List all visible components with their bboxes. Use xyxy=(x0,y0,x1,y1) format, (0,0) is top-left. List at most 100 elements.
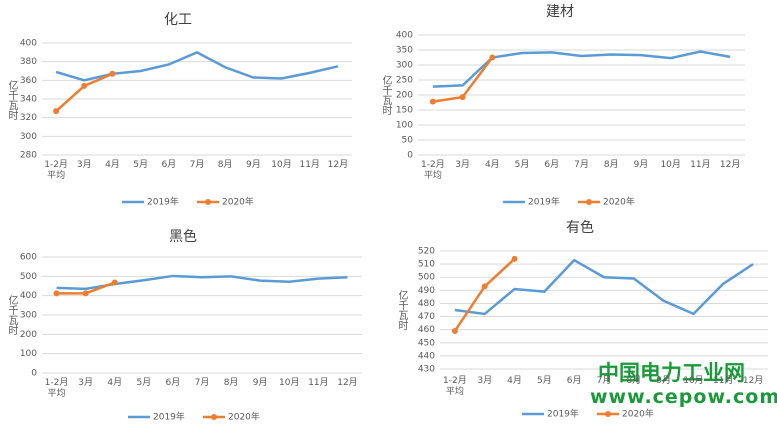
y-tick-label: 250 xyxy=(396,76,413,86)
y-tick-label: 300 xyxy=(20,311,37,321)
y-tick-label: 520 xyxy=(418,247,435,257)
x-tick-label: 7月 xyxy=(596,376,612,386)
y-tick-label: 450 xyxy=(418,338,435,348)
x-tick-label: 1-2月 平均 xyxy=(421,160,445,181)
x-tick-label: 10月 xyxy=(279,378,300,388)
x-tick-label: 7月 xyxy=(574,160,589,170)
x-tick-label: 5月 xyxy=(133,160,148,170)
y-tick-label: 400 xyxy=(20,291,37,301)
y-tick-label: 380 xyxy=(20,57,37,67)
legend-label: 2019年 xyxy=(153,411,185,423)
x-tick-label: 7月 xyxy=(194,378,210,388)
point xyxy=(511,255,518,262)
legend-label: 2019年 xyxy=(528,196,560,208)
x-tick-label: 9月 xyxy=(252,378,268,388)
legend-marker xyxy=(586,199,592,205)
y-tick-label: 280 xyxy=(20,151,37,161)
x-tick-label: 10月 xyxy=(683,376,704,386)
y-tick-label: 350 xyxy=(396,46,413,56)
y-tick-label: 100 xyxy=(20,349,37,359)
x-tick-label: 3月 xyxy=(455,160,470,170)
x-tick-label: 5月 xyxy=(514,160,530,170)
x-tick-label: 7月 xyxy=(189,160,205,170)
legend-label: 2019年 xyxy=(147,196,179,208)
y-tick-label: 490 xyxy=(418,286,435,296)
legend-label: 2020年 xyxy=(622,408,654,420)
y-tick-label: 100 xyxy=(396,121,413,131)
x-tick-label: 10月 xyxy=(660,160,681,170)
x-tick-label: 1-2月 平均 xyxy=(44,160,68,181)
watermark-url: www.cepow.com xyxy=(590,386,777,408)
chart-title: 建材 xyxy=(546,4,574,20)
x-tick-label: 6月 xyxy=(165,378,181,388)
x-tick-label: 12月 xyxy=(719,160,741,170)
x-tick-label: 12月 xyxy=(337,378,358,388)
y-tick-label: 500 xyxy=(418,273,435,283)
y-tick-label: 300 xyxy=(20,132,37,142)
y-tick-label: 0 xyxy=(407,151,413,161)
y-tick-label: 600 xyxy=(20,253,37,263)
point xyxy=(481,283,488,290)
x-tick-label: 4月 xyxy=(507,376,522,386)
x-tick-label: 11月 xyxy=(713,376,734,386)
x-tick-label: 10月 xyxy=(271,160,292,170)
x-tick-label: 6月 xyxy=(161,160,177,170)
x-tick-label: 3月 xyxy=(78,378,93,388)
x-tick-label: 8月 xyxy=(217,160,233,170)
y-tick-label: 480 xyxy=(418,299,435,309)
x-tick-label: 11月 xyxy=(299,160,320,170)
y-tick-label: 470 xyxy=(418,312,435,322)
point xyxy=(459,94,466,101)
x-tick-label: 4月 xyxy=(107,378,123,388)
point xyxy=(109,70,116,77)
x-tick-label: 6月 xyxy=(544,160,560,170)
legend-label: 2020年 xyxy=(228,411,260,423)
watermark-name: 中国电力工业网 xyxy=(598,361,745,385)
point xyxy=(82,290,89,297)
x-tick-label: 9月 xyxy=(656,376,671,386)
y-tick-label: 440 xyxy=(418,351,435,361)
x-tick-label: 8月 xyxy=(626,376,642,386)
legend-marker xyxy=(605,411,611,417)
legend-marker xyxy=(211,414,217,420)
y-axis-label: 亿千瓦时 xyxy=(6,79,18,120)
x-tick-label: 1-2月 平均 xyxy=(44,378,69,399)
y-axis-label: 亿千瓦时 xyxy=(6,294,18,335)
x-tick-label: 5月 xyxy=(136,378,152,388)
x-tick-label: 3月 xyxy=(76,160,92,170)
legend-label: 2020年 xyxy=(222,196,254,208)
y-tick-label: 50 xyxy=(402,136,414,146)
series-line xyxy=(432,50,731,88)
y-tick-label: 200 xyxy=(396,91,413,101)
y-tick-label: 340 xyxy=(20,95,37,105)
point xyxy=(111,279,118,286)
legend-marker xyxy=(205,199,211,205)
x-tick-label: 5月 xyxy=(536,376,552,386)
point xyxy=(81,82,88,89)
chart-title: 化工 xyxy=(164,12,192,28)
point xyxy=(489,54,496,61)
series-line xyxy=(454,258,754,316)
x-tick-label: 3月 xyxy=(477,376,493,386)
y-tick-label: 200 xyxy=(20,330,37,340)
point xyxy=(53,108,60,115)
y-tick-label: 360 xyxy=(20,76,37,86)
point xyxy=(451,327,458,334)
x-tick-label: 8月 xyxy=(223,378,239,388)
y-axis-label: 亿千瓦时 xyxy=(396,289,408,330)
y-tick-label: 320 xyxy=(20,113,37,123)
x-tick-label: 4月 xyxy=(105,160,120,170)
x-tick-label: 9月 xyxy=(245,160,261,170)
y-tick-label: 510 xyxy=(418,260,435,270)
chart-title: 黑色 xyxy=(169,228,197,245)
chart-title: 有色 xyxy=(566,219,594,236)
y-tick-label: 150 xyxy=(396,106,413,116)
point xyxy=(429,98,436,105)
y-tick-label: 0 xyxy=(31,369,37,379)
x-tick-label: 4月 xyxy=(484,160,500,170)
y-tick-label: 460 xyxy=(418,325,435,335)
y-tick-label: 400 xyxy=(396,31,413,41)
x-tick-label: 11月 xyxy=(690,160,711,170)
